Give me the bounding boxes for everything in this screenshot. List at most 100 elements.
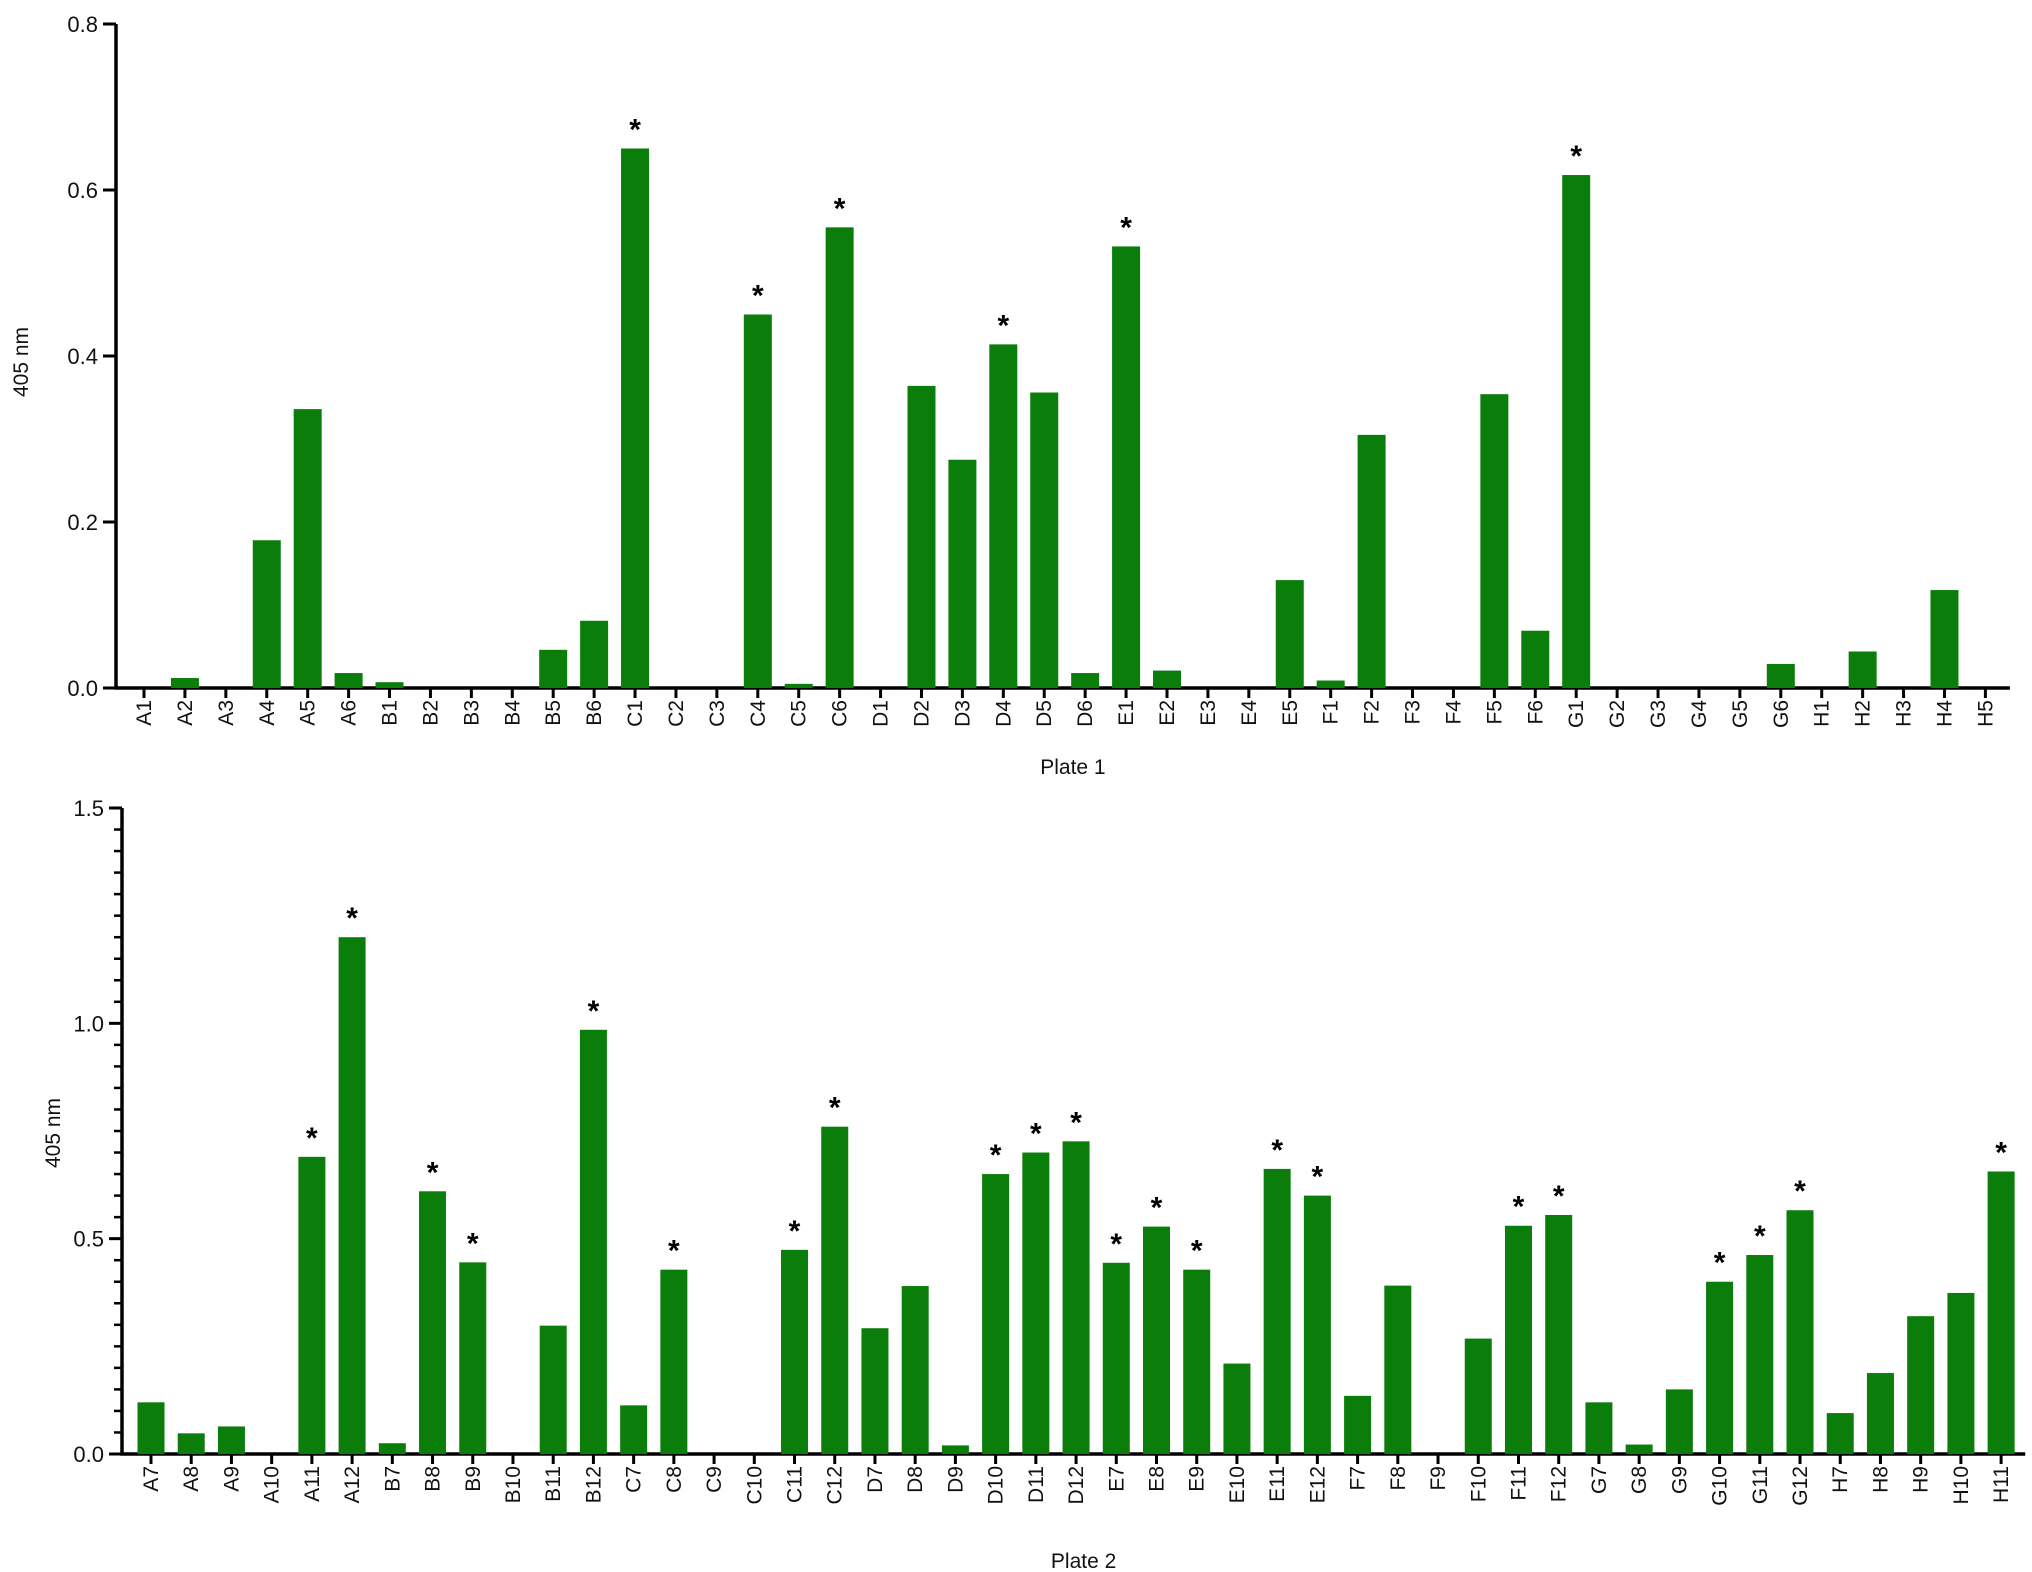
- bar-A7: [137, 1402, 165, 1454]
- bar-F6: [1521, 630, 1550, 688]
- bar-A9: [217, 1426, 245, 1454]
- x-tick-label: E3: [1197, 700, 1220, 726]
- significance-star: *: [588, 995, 600, 1028]
- plate-2-chart: 0.0 0.5 1.0 1.5 A7 A8 A9 A10 A11 * A12 * B7 B8 * B9 * B10…: [42, 796, 2026, 1572]
- x-tick-label: E10: [1226, 1466, 1249, 1503]
- x-tick-label: C5: [788, 700, 811, 727]
- x-tick-label: E4: [1238, 700, 1261, 726]
- x-tick-label: A4: [256, 700, 279, 726]
- x-tick-label: A11: [301, 1466, 324, 1502]
- x-tick-label: F10: [1467, 1466, 1490, 1502]
- bar-B11: [539, 1325, 567, 1454]
- x-tick-label: E12: [1306, 1466, 1329, 1503]
- x-tick-label: H3: [1893, 700, 1916, 727]
- x-tick-label: H10: [1950, 1466, 1973, 1505]
- bar-A5: [293, 409, 322, 688]
- bar-A11: [298, 1156, 326, 1454]
- bar-D2: [907, 385, 936, 688]
- bar-D3: [948, 459, 977, 688]
- x-tick-label: A3: [215, 700, 238, 726]
- bar-E8: [1143, 1226, 1170, 1454]
- bar-F1: [1316, 680, 1345, 688]
- x-tick-label: C11: [784, 1466, 807, 1503]
- x-tick-label: F1: [1320, 700, 1343, 725]
- bar-C11: [781, 1249, 809, 1454]
- x-tick-label: D6: [1074, 700, 1097, 727]
- x-tick-label: D12: [1065, 1466, 1088, 1505]
- bar-C6: [825, 227, 854, 688]
- x-tick-label: B7: [381, 1466, 404, 1492]
- x-tick-label: H7: [1829, 1466, 1852, 1493]
- bar-C12: [821, 1126, 849, 1454]
- significance-star: *: [752, 280, 764, 313]
- x-axis-title: Plate 1: [1040, 756, 1105, 779]
- y-tick-label: 0.6: [67, 178, 98, 203]
- x-tick-label: G7: [1588, 1466, 1611, 1494]
- x-tick-label: F9: [1427, 1466, 1450, 1491]
- plate-1-chart: 0.0 0.2 0.4 0.6 0.8 A1 A2 A3 A4 A5 A6 B1 B2 B3 B4 B5 B6 C…: [10, 12, 2010, 779]
- bar-F2: [1357, 434, 1386, 688]
- y-tick-label: 0.0: [67, 676, 98, 701]
- x-tick-label: A8: [180, 1466, 203, 1492]
- x-tick-label: F11: [1507, 1466, 1530, 1501]
- x-tick-label: G11: [1749, 1466, 1772, 1504]
- bar-H11: [1987, 1171, 2015, 1454]
- x-tick-label: B1: [379, 700, 402, 726]
- x-tick-label: B11: [542, 1466, 565, 1502]
- x-tick-label: D8: [904, 1466, 927, 1493]
- bar-D6: [1071, 673, 1100, 688]
- x-tick-label: D3: [951, 700, 974, 727]
- y-tick-label: 0.2: [67, 510, 98, 535]
- significance-star: *: [467, 1227, 479, 1260]
- x-tick-label: F6: [1524, 700, 1547, 725]
- x-tick-label: H9: [1910, 1466, 1933, 1493]
- bar-G8: [1625, 1444, 1653, 1454]
- x-tick-label: C1: [624, 700, 647, 727]
- y-tick-label: 0.0: [73, 1442, 104, 1467]
- significance-star: *: [427, 1156, 439, 1189]
- x-tick-label: E1: [1115, 700, 1138, 726]
- x-tick-label: C6: [829, 700, 852, 727]
- bar-G6: [1766, 663, 1795, 688]
- x-tick-label: A10: [261, 1466, 284, 1503]
- bar-B7: [378, 1443, 406, 1454]
- y-tick-label: 0.5: [73, 1227, 104, 1252]
- x-tick-label: B6: [583, 700, 606, 726]
- x-tick-label: G3: [1647, 700, 1670, 728]
- significance-star: *: [1191, 1235, 1203, 1268]
- x-tick-label: H11: [1990, 1466, 2013, 1503]
- x-tick-label: D5: [1033, 700, 1056, 727]
- bar-B8: [419, 1191, 447, 1454]
- x-tick-label: H2: [1852, 700, 1875, 727]
- x-tick-label: E8: [1146, 1466, 1169, 1492]
- significance-star: *: [1570, 140, 1582, 173]
- bar-C8: [660, 1269, 688, 1454]
- x-tick-label: F12: [1548, 1466, 1571, 1502]
- significance-star: *: [1513, 1191, 1525, 1224]
- bar-C1: [621, 148, 650, 688]
- x-tick-label: E7: [1105, 1466, 1128, 1492]
- x-tick-label: C7: [623, 1466, 646, 1493]
- x-tick-label: G2: [1606, 700, 1629, 728]
- x-tick-label: H8: [1869, 1466, 1892, 1493]
- bar-H4: [1930, 590, 1959, 688]
- bar-B5: [539, 649, 568, 688]
- significance-star: *: [1120, 211, 1132, 244]
- bar-C4: [743, 314, 772, 688]
- x-tick-label: C9: [703, 1466, 726, 1493]
- bar-B6: [580, 620, 609, 688]
- x-tick-label: B10: [502, 1466, 525, 1503]
- bar-A4: [252, 540, 281, 688]
- x-tick-label: E11: [1266, 1466, 1289, 1502]
- bar-D12: [1062, 1141, 1090, 1454]
- x-tick-label: D7: [864, 1466, 887, 1493]
- x-tick-label: D10: [985, 1466, 1008, 1505]
- bar-F8: [1384, 1285, 1412, 1454]
- bar-A6: [334, 673, 363, 688]
- bar-A12: [338, 937, 366, 1454]
- bar-G11: [1746, 1255, 1774, 1454]
- bar-D9: [941, 1445, 969, 1454]
- x-tick-label: B4: [501, 700, 524, 726]
- significance-star: *: [990, 1139, 1002, 1172]
